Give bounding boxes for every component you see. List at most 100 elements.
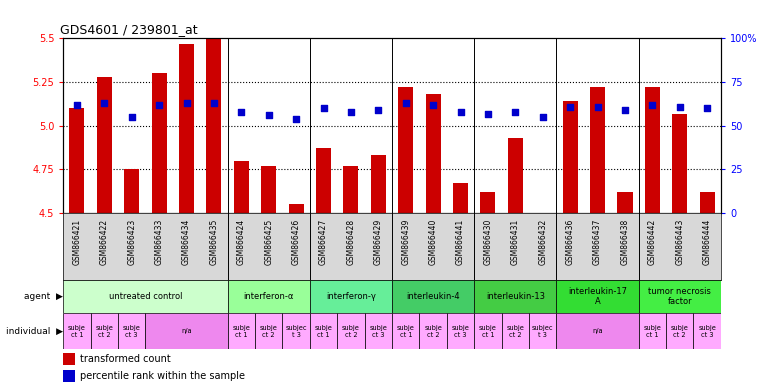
Bar — [693, 313, 721, 349]
Text: GSM866434: GSM866434 — [182, 218, 191, 265]
Text: percentile rank within the sample: percentile rank within the sample — [79, 371, 244, 381]
Bar — [152, 73, 167, 213]
Point — [399, 100, 412, 106]
Point — [674, 103, 686, 109]
Bar — [118, 313, 146, 349]
Text: GSM866438: GSM866438 — [621, 218, 629, 265]
Bar — [310, 280, 392, 313]
Text: interferon-γ: interferon-γ — [326, 292, 376, 301]
Text: subje
ct 2: subje ct 2 — [507, 325, 524, 338]
Text: GSM866421: GSM866421 — [72, 218, 82, 265]
Point — [701, 105, 713, 111]
Text: subje
ct 2: subje ct 2 — [671, 325, 689, 338]
Bar — [426, 94, 441, 213]
Point — [372, 107, 385, 113]
Point — [482, 111, 494, 117]
Text: GSM866444: GSM866444 — [702, 218, 712, 265]
Text: subje
ct 2: subje ct 2 — [424, 325, 442, 338]
Bar — [63, 370, 75, 382]
Bar — [179, 44, 194, 213]
Text: GSM866433: GSM866433 — [155, 218, 163, 265]
Bar — [97, 77, 112, 213]
Text: interleukin-17
A: interleukin-17 A — [568, 287, 627, 306]
Text: GSM866430: GSM866430 — [483, 218, 493, 265]
Point — [98, 100, 110, 106]
Text: GSM866443: GSM866443 — [675, 218, 685, 265]
Text: subje
ct 1: subje ct 1 — [479, 325, 497, 338]
Point — [153, 102, 165, 108]
Text: subje
ct 3: subje ct 3 — [123, 325, 140, 338]
Text: tumor necrosis
factor: tumor necrosis factor — [648, 287, 711, 306]
Text: subje
ct 3: subje ct 3 — [452, 325, 470, 338]
Text: GSM866442: GSM866442 — [648, 218, 657, 265]
Text: GSM866422: GSM866422 — [99, 218, 109, 265]
Bar — [618, 192, 632, 213]
Text: GSM866427: GSM866427 — [319, 218, 328, 265]
Text: subje
ct 3: subje ct 3 — [699, 325, 716, 338]
Bar — [343, 166, 359, 213]
Text: GSM866429: GSM866429 — [374, 218, 383, 265]
Text: subje
ct 1: subje ct 1 — [68, 325, 86, 338]
Bar — [672, 114, 687, 213]
Bar — [529, 313, 557, 349]
Bar — [638, 313, 666, 349]
Bar — [316, 149, 331, 213]
Bar — [69, 108, 85, 213]
Bar — [419, 313, 447, 349]
Point — [509, 109, 521, 115]
Bar — [91, 313, 118, 349]
Point — [207, 100, 220, 106]
Text: agent  ▶: agent ▶ — [25, 292, 63, 301]
Bar — [638, 280, 721, 313]
Point — [537, 114, 549, 120]
Bar — [557, 313, 638, 349]
Text: subje
ct 1: subje ct 1 — [397, 325, 415, 338]
Bar — [474, 280, 557, 313]
Text: subje
ct 3: subje ct 3 — [369, 325, 387, 338]
Point — [427, 102, 439, 108]
Point — [263, 112, 275, 118]
Text: GSM866441: GSM866441 — [456, 218, 465, 265]
Point — [71, 102, 83, 108]
Text: subje
ct 1: subje ct 1 — [232, 325, 251, 338]
Bar — [645, 87, 660, 213]
Text: subje
ct 1: subje ct 1 — [315, 325, 332, 338]
Bar — [261, 166, 276, 213]
Bar — [124, 169, 140, 213]
Text: subje
ct 2: subje ct 2 — [260, 325, 278, 338]
Bar — [392, 313, 419, 349]
Bar — [447, 313, 474, 349]
Text: transformed count: transformed count — [79, 354, 170, 364]
Point — [619, 107, 631, 113]
Bar — [453, 184, 468, 213]
Text: interleukin-4: interleukin-4 — [406, 292, 460, 301]
Bar — [207, 38, 221, 213]
Bar — [699, 192, 715, 213]
Bar — [63, 280, 227, 313]
Bar — [234, 161, 249, 213]
Text: subje
ct 2: subje ct 2 — [96, 325, 113, 338]
Text: GSM866431: GSM866431 — [511, 218, 520, 265]
Text: GSM866437: GSM866437 — [593, 218, 602, 265]
Bar — [365, 313, 392, 349]
Text: subjec
t 3: subjec t 3 — [285, 325, 307, 338]
Bar — [502, 313, 529, 349]
Text: subje
ct 2: subje ct 2 — [342, 325, 360, 338]
Point — [564, 103, 577, 109]
Text: GSM866426: GSM866426 — [291, 218, 301, 265]
Point — [454, 109, 466, 115]
Point — [126, 114, 138, 120]
Bar — [63, 353, 75, 365]
Bar — [371, 156, 386, 213]
Point — [235, 109, 247, 115]
Bar — [508, 138, 523, 213]
Bar — [227, 280, 310, 313]
Bar — [63, 313, 91, 349]
Text: subje
ct 1: subje ct 1 — [644, 325, 662, 338]
Text: GSM866439: GSM866439 — [401, 218, 410, 265]
Point — [646, 102, 658, 108]
Text: n/a: n/a — [592, 328, 603, 334]
Bar — [666, 313, 693, 349]
Point — [591, 103, 604, 109]
Bar — [310, 313, 337, 349]
